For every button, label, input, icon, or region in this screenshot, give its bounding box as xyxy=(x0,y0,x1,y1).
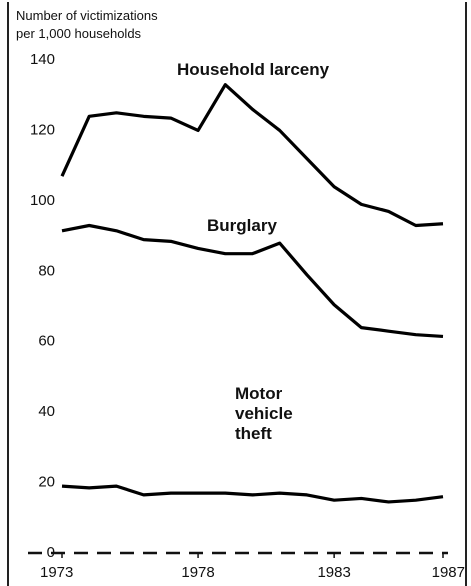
y-tick-label: 100 xyxy=(30,192,55,209)
y-axis-title: per 1,000 households xyxy=(16,26,142,41)
y-tick-label: 80 xyxy=(38,262,55,279)
series-line xyxy=(61,223,444,339)
series-line xyxy=(61,484,444,504)
x-tick-label: 1973 xyxy=(40,564,73,581)
x-tick-label: 1983 xyxy=(317,564,350,581)
y-axis-title: Number of victimizations xyxy=(16,8,158,23)
y-tick-label: 0 xyxy=(47,544,55,561)
series-label: Burglary xyxy=(207,216,277,235)
y-tick-label: 120 xyxy=(30,121,55,138)
x-tick-label: 1978 xyxy=(181,564,214,581)
y-tick-label: 140 xyxy=(30,51,55,68)
series-label: Motor vehicle theft xyxy=(235,384,293,443)
series-line xyxy=(60,83,444,228)
y-tick-label: 60 xyxy=(38,333,55,350)
series-label: Household larceny xyxy=(177,60,330,79)
y-tick-label: 20 xyxy=(38,474,55,491)
x-tick-label: 1987 xyxy=(432,564,465,581)
y-tick-label: 40 xyxy=(38,403,55,420)
